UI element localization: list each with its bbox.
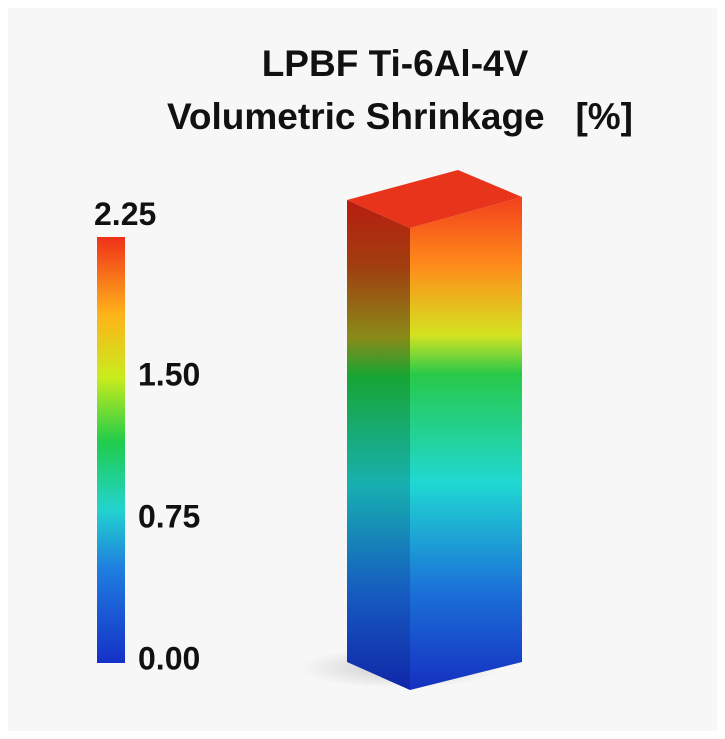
title-line: Volumetric Shrinkage [%] [167,96,633,137]
front-face [410,197,522,690]
colorbar-label: 0.75 [138,498,200,534]
colorbar [97,237,125,663]
colorbar-label: 1.50 [138,356,200,392]
colorbar-label: 0.00 [138,640,200,676]
figure: LPBF Ti-6Al-4V Volumetric Shrinkage [%] … [0,0,725,739]
colorbar-label: 2.25 [94,196,156,232]
side-face [347,200,410,690]
title-line: LPBF Ti-6Al-4V [262,43,529,84]
